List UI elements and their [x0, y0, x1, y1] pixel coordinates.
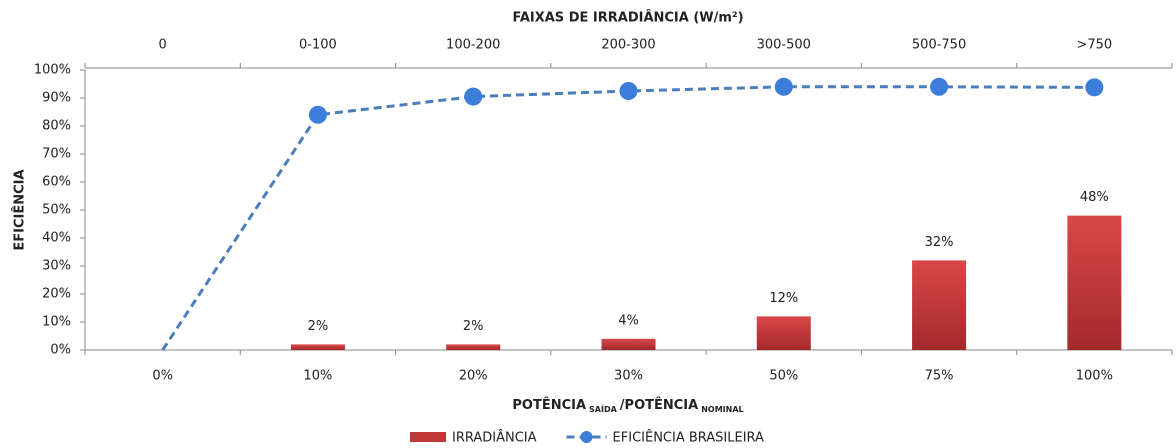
line-marker — [619, 82, 638, 100]
x-tick-label: 0% — [152, 369, 173, 384]
bar — [912, 260, 967, 350]
y-tick-label: 60% — [42, 175, 71, 190]
top-tick-label: >750 — [1076, 38, 1112, 53]
legend-label: EFICIÊNCIA BRASILEIRA — [613, 430, 765, 446]
x-tick-label: 20% — [459, 369, 488, 384]
bar — [1067, 215, 1122, 350]
bar-value-label: 32% — [925, 235, 954, 250]
x-tick-label: 30% — [614, 369, 643, 384]
y-tick-label: 0% — [50, 343, 71, 358]
y-tick-label: 10% — [42, 315, 71, 330]
top-tick-label: 0 — [159, 38, 167, 53]
top-tick-label: 0-100 — [299, 38, 337, 53]
bar — [290, 344, 345, 350]
top-tick-label: 300-500 — [757, 38, 811, 53]
x-axis-title: POTÊNCIA SAÍDA/POTÊNCIA NOMINAL — [512, 397, 743, 414]
line-marker — [308, 105, 327, 124]
top-tick-label: 100-200 — [446, 38, 500, 53]
bar — [446, 344, 501, 350]
x-tick-label: 10% — [303, 369, 332, 384]
top-tick-label: 500-750 — [912, 38, 966, 53]
bar-value-label: 2% — [463, 319, 484, 334]
x-axis-title-part: POTÊNCIA — [512, 397, 586, 413]
bar-value-label: 48% — [1080, 190, 1109, 205]
x-axis-title-subscript: NOMINAL — [701, 405, 743, 414]
x-tick-label: 50% — [769, 369, 798, 384]
bar-value-label: 4% — [618, 313, 639, 328]
y-tick-label: 40% — [42, 231, 71, 246]
bar-value-label: 2% — [308, 319, 329, 334]
legend-label: IRRADIÂNCIA — [452, 430, 537, 446]
line-marker — [930, 77, 949, 96]
bar — [756, 316, 811, 350]
y-tick-label: 50% — [42, 203, 71, 218]
y-tick-label: 100% — [34, 63, 71, 78]
legend-swatch — [410, 432, 446, 442]
y-tick-label: 70% — [42, 147, 71, 162]
x-axis-title-part: /POTÊNCIA — [620, 397, 698, 413]
x-tick-label: 100% — [1076, 369, 1113, 384]
y-tick-label: 80% — [42, 119, 71, 134]
bar-value-label: 12% — [769, 291, 798, 306]
line-marker — [1085, 78, 1104, 97]
y-axis-title: EFICIÊNCIA — [12, 169, 28, 250]
legend-marker — [580, 431, 593, 443]
y-tick-label: 30% — [42, 259, 71, 274]
bar — [601, 338, 656, 350]
top-tick-label: 200-300 — [601, 38, 655, 53]
y-tick-label: 20% — [42, 287, 71, 302]
line-marker — [464, 87, 483, 106]
line-marker — [774, 77, 793, 96]
x-axis-title-subscript: SAÍDA — [589, 403, 618, 414]
x-tick-label: 75% — [925, 369, 954, 384]
top-axis-title: FAIXAS DE IRRADIÂNCIA (W/m²) — [512, 10, 743, 26]
y-tick-label: 90% — [42, 91, 71, 106]
